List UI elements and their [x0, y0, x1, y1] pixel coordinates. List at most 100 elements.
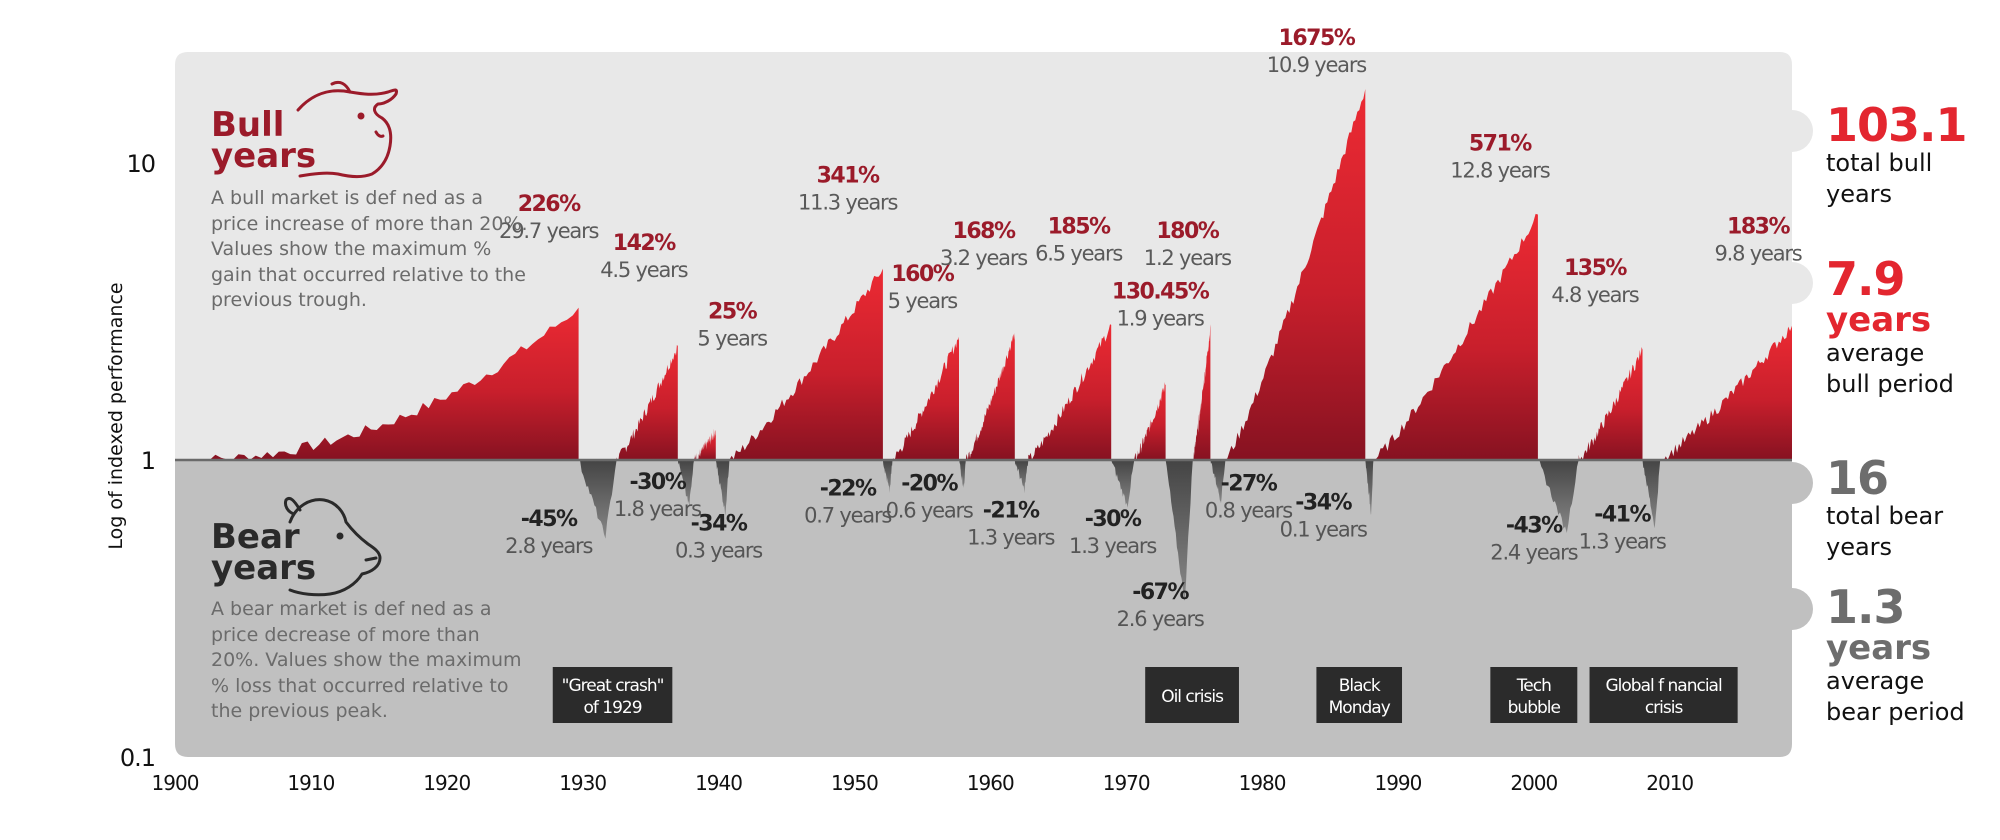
bull-description: A bull market is def ned as a price incr…	[211, 187, 528, 311]
bull-duration-label: 1.2 years	[1144, 246, 1231, 270]
x-tick-label: 1970	[1103, 771, 1150, 795]
y-tick-label: 0.1	[120, 744, 155, 772]
bear-area	[1111, 460, 1135, 508]
event-label: bubble	[1508, 698, 1561, 718]
avg-bull-unit: years	[1826, 300, 1932, 340]
bear-duration-label: 0.7 years	[804, 503, 891, 527]
x-tick-label: 1920	[423, 771, 470, 795]
x-tick-label: 1980	[1239, 771, 1286, 795]
event-box	[1316, 667, 1403, 723]
event-label: Tech	[1516, 676, 1551, 696]
bull-duration-label: 29.7 years	[499, 219, 598, 243]
bear-description: A bear market is def ned as a price decr…	[211, 598, 522, 722]
event-label: Black	[1339, 676, 1381, 696]
x-tick-label: 2000	[1510, 771, 1557, 795]
bear-area	[715, 460, 730, 516]
bear-pct-label: -30%	[1085, 507, 1142, 532]
bull-title-line1: Bull	[211, 105, 285, 145]
bear-area	[959, 460, 966, 488]
x-tick-label: 1950	[831, 771, 878, 795]
event-label: Global f nancial	[1605, 676, 1721, 696]
bull-area	[892, 336, 959, 460]
event-label: "Great crash"	[562, 676, 664, 696]
bear-duration-label: 2.6 years	[1117, 607, 1204, 631]
x-tick-label: 1990	[1374, 771, 1421, 795]
bull-pct-label: 341%	[817, 163, 880, 188]
summary-total-bear: 16 total bear years	[1826, 455, 1943, 563]
bull-pct-label: 185%	[1048, 214, 1111, 239]
avg-bull-label2: bull period	[1826, 370, 1954, 398]
bull-duration-label: 3.2 years	[940, 246, 1027, 270]
bear-area	[1537, 460, 1579, 533]
bull-area	[965, 332, 1015, 460]
bull-icon	[296, 80, 398, 179]
bull-pct-label: 160%	[891, 262, 954, 287]
bear-area	[882, 460, 893, 494]
bull-panel	[175, 52, 1813, 460]
bear-pct-label: -21%	[983, 499, 1040, 524]
bear-duration-label: 0.6 years	[886, 498, 973, 522]
x-tick-label: 1930	[559, 771, 606, 795]
bull-duration-label: 5 years	[888, 289, 958, 313]
bear-pct-label: -22%	[820, 476, 877, 501]
bull-area	[1028, 324, 1112, 460]
bear-pct-label: -34%	[1295, 491, 1352, 516]
bear-title-line1: Bear	[211, 517, 300, 557]
bull-area	[616, 344, 678, 460]
event-label: Oil crisis	[1161, 687, 1224, 707]
total-bull-label2: years	[1826, 180, 1893, 208]
bear-pct-label: -20%	[901, 471, 958, 496]
bull-pct-label: 571%	[1469, 132, 1532, 157]
event-box	[552, 667, 673, 723]
avg-bear-unit: years	[1826, 628, 1932, 668]
bear-duration-label: 1.8 years	[614, 497, 701, 521]
bear-duration-label: 0.1 years	[1280, 518, 1367, 542]
bear-duration-label: 1.3 years	[1069, 534, 1156, 558]
event-label: Monday	[1329, 698, 1391, 718]
total-bear-label1: total bear	[1826, 502, 1944, 530]
bull-area	[1225, 89, 1366, 460]
bull-pct-label: 1675%	[1279, 26, 1356, 51]
bull-duration-label: 6.5 years	[1035, 241, 1122, 265]
bear-pct-label: -45%	[521, 507, 578, 532]
bull-pct-label: 183%	[1727, 214, 1790, 239]
bull-duration-label: 4.8 years	[1551, 283, 1638, 307]
bull-area	[1134, 382, 1166, 460]
bull-duration-label: 10.9 years	[1267, 53, 1366, 77]
market-areas	[175, 89, 1792, 601]
bull-area	[1578, 347, 1643, 460]
avg-bull-value: 7.9	[1826, 252, 1905, 306]
total-bull-value: 103.1	[1826, 98, 1968, 152]
bull-area	[1373, 213, 1538, 460]
bear-pct-label: -43%	[1506, 514, 1563, 539]
bull-pct-label: 142%	[613, 231, 676, 256]
bear-icon	[284, 496, 382, 597]
total-bear-value: 16	[1826, 451, 1889, 505]
x-tick-label: 1900	[152, 771, 199, 795]
summary-total-bull: 103.1 total bull years	[1826, 98, 1968, 210]
bear-area	[1165, 460, 1193, 601]
y-tick-label: 1	[141, 447, 155, 475]
bear-duration-label: 1.3 years	[1579, 530, 1666, 554]
bull-duration-label: 9.8 years	[1714, 241, 1801, 265]
bear-area	[1014, 460, 1029, 494]
bull-area	[729, 268, 883, 460]
event-label: of 1929	[584, 698, 642, 718]
x-tick-label: 2010	[1646, 771, 1693, 795]
bear-area	[677, 460, 695, 508]
bear-pct-label: -41%	[1594, 503, 1651, 528]
total-bull-label1: total bull	[1826, 149, 1933, 177]
bear-title-line2: years	[211, 548, 317, 588]
bear-pct-label: -27%	[1221, 471, 1278, 496]
x-tick-label: 1960	[967, 771, 1014, 795]
bull-title: Bull years	[211, 105, 316, 173]
bull-area	[1660, 325, 1792, 460]
bear-duration-label: 2.4 years	[1490, 541, 1577, 565]
bull-duration-label: 1.9 years	[1117, 306, 1204, 330]
x-tick-label: 1940	[695, 771, 742, 795]
event-box	[1589, 667, 1738, 723]
bear-area	[578, 460, 617, 539]
bull-area	[694, 428, 716, 460]
bull-duration-label: 11.3 years	[798, 190, 897, 214]
